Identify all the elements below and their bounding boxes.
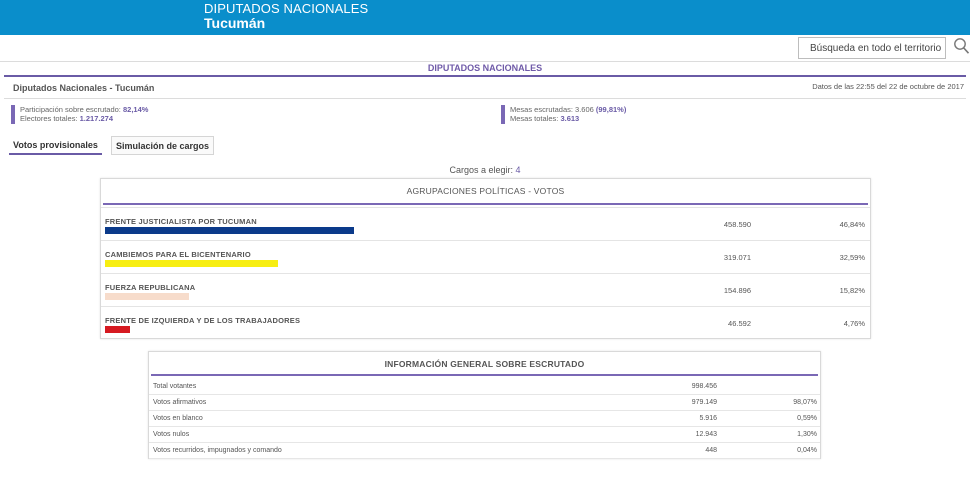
stat-marker <box>501 105 505 124</box>
parties-panel: AGRUPACIONES POLÍTICAS - VOTOS FRENTE JU… <box>100 178 871 339</box>
info-value: 998.456 <box>691 383 717 390</box>
search-icon[interactable] <box>953 37 970 55</box>
party-votes: 46.592 <box>728 319 751 328</box>
parties-panel-title: AGRUPACIONES POLÍTICAS - VOTOS <box>406 186 565 196</box>
party-vote-bar <box>105 227 354 234</box>
party-votes: 154.896 <box>723 286 751 295</box>
party-vote-bar <box>105 260 278 267</box>
mesas-totales-label: Mesas totales: <box>510 114 559 123</box>
general-info-panel: INFORMACIÓN GENERAL SOBRE ESCRUTADO Tota… <box>148 351 821 459</box>
cargos-a-elegir: Cargos a elegir: 4 <box>0 165 970 175</box>
tab-simulacion-cargos[interactable]: Simulación de cargos <box>111 136 215 155</box>
data-timestamp: Datos de las 22:55 del 22 de octubre de … <box>812 82 964 91</box>
info-percentage: 98,07% <box>793 399 817 406</box>
party-name: CAMBIEMOS PARA EL BICENTENARIO <box>105 250 251 259</box>
header-province-title: Tucumán <box>204 15 266 31</box>
cargos-label: Cargos a elegir: <box>449 165 513 175</box>
section-divider <box>0 61 970 62</box>
section-title: DIPUTADOS NACIONALES <box>427 63 543 73</box>
mesas-escrutadas-pct: (99,81%) <box>595 105 627 114</box>
party-row: CAMBIEMOS PARA EL BICENTENARIO 319.071 3… <box>101 240 870 273</box>
tab-votos-provisionales[interactable]: Votos provisionales <box>9 136 102 155</box>
header-divider <box>4 98 966 99</box>
info-row: Votos afirmativos 979.149 98,07% <box>149 395 820 411</box>
info-row: Total votantes 998.456 <box>149 379 820 395</box>
party-votes: 458.590 <box>723 220 751 229</box>
party-percentage: 32,59% <box>839 253 865 262</box>
info-percentage: 1,30% <box>797 431 817 438</box>
panel-accent-line <box>103 203 868 205</box>
party-percentage: 46,84% <box>839 220 865 229</box>
info-value: 448 <box>705 447 717 454</box>
party-name: FUERZA REPUBLICANA <box>105 283 196 292</box>
mesas-stats: Mesas escrutadas: 3.606 (99,81%) Mesas t… <box>501 105 627 124</box>
info-label: Votos recurridos, impugnados y comando <box>153 447 282 454</box>
participation-stats: Participación sobre escrutado: 82,14% El… <box>11 105 149 124</box>
mesas-escrutadas-label: Mesas escrutadas: 3.606 <box>510 105 594 114</box>
party-row: FUERZA REPUBLICANA 154.896 15,82% <box>101 273 870 306</box>
info-row: Votos en blanco 5.916 0,59% <box>149 411 820 427</box>
party-row: FRENTE JUSTICIALISTA POR TUCUMAN 458.590… <box>101 207 870 240</box>
info-value: 979.149 <box>691 399 717 406</box>
info-percentage: 0,59% <box>797 415 817 422</box>
page-title: Diputados Nacionales - Tucumán <box>13 83 155 93</box>
info-label: Votos nulos <box>153 431 190 438</box>
party-name: FRENTE DE IZQUIERDA Y DE LOS TRABAJADORE… <box>105 316 301 325</box>
electors-value: 1.217.274 <box>79 114 113 123</box>
participation-label: Participación sobre escrutado: <box>20 105 121 114</box>
info-row: Votos recurridos, impugnados y comando 4… <box>149 443 820 459</box>
info-value: 5.916 <box>699 415 717 422</box>
info-label: Total votantes <box>153 383 197 390</box>
electors-label: Electores totales: <box>20 114 78 123</box>
search-input[interactable]: Búsqueda en todo el territorio <box>798 37 946 59</box>
top-header-bar: DIPUTADOS NACIONALES Tucumán <box>0 0 970 35</box>
section-accent-line <box>4 75 966 77</box>
info-percentage: 0,04% <box>797 447 817 454</box>
cargos-value: 4 <box>515 165 521 175</box>
party-percentage: 15,82% <box>839 286 865 295</box>
party-row: FRENTE DE IZQUIERDA Y DE LOS TRABAJADORE… <box>101 306 870 339</box>
stat-marker <box>11 105 15 124</box>
info-label: Votos en blanco <box>153 415 203 422</box>
general-info-title: INFORMACIÓN GENERAL SOBRE ESCRUTADO <box>384 359 585 369</box>
panel-accent-line <box>151 374 818 376</box>
mesas-totales-value: 3.613 <box>560 114 580 123</box>
participation-value: 82,14% <box>122 105 149 114</box>
party-percentage: 4,76% <box>843 319 865 328</box>
info-row: Votos nulos 12.943 1,30% <box>149 427 820 443</box>
info-value: 12.943 <box>695 431 717 438</box>
party-vote-bar <box>105 326 130 333</box>
party-votes: 319.071 <box>723 253 751 262</box>
party-vote-bar <box>105 293 189 300</box>
info-label: Votos afirmativos <box>153 399 207 406</box>
party-name: FRENTE JUSTICIALISTA POR TUCUMAN <box>105 217 257 226</box>
header-election-title: DIPUTADOS NACIONALES <box>204 1 369 16</box>
